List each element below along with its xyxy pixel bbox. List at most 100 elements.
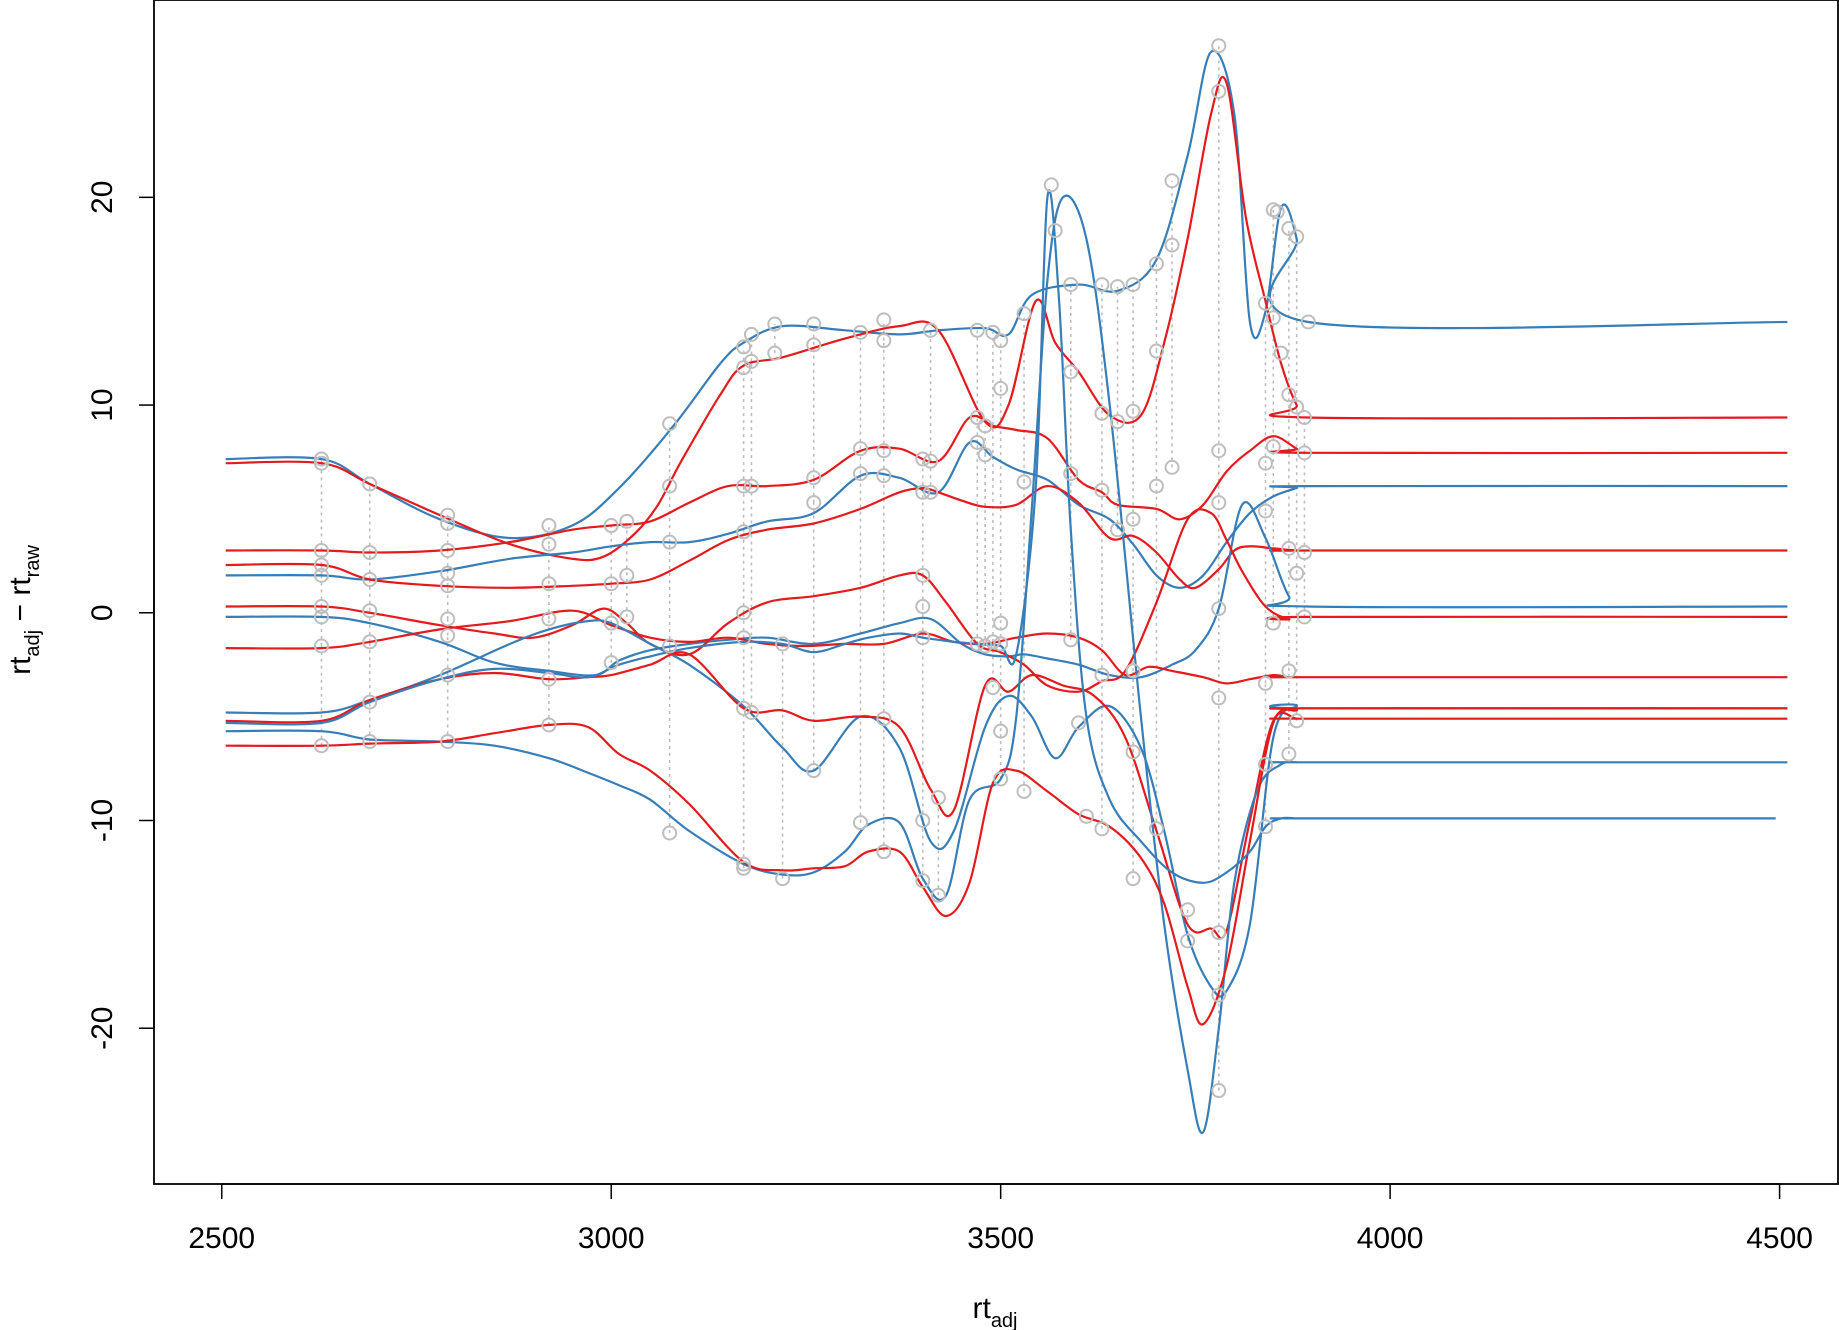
data-point (603, 576, 619, 592)
data-point (993, 723, 1009, 739)
data-point (993, 615, 1009, 631)
data-point (1094, 277, 1110, 293)
data-point (662, 478, 678, 494)
data-point (1211, 495, 1227, 511)
data-point (362, 734, 378, 750)
data-point (1258, 819, 1274, 835)
data-point (1211, 925, 1227, 941)
data-point (362, 694, 378, 710)
data-point (930, 790, 946, 806)
data-point (1016, 474, 1032, 490)
data-point (1296, 445, 1312, 461)
data-point (743, 478, 759, 494)
data-point (977, 638, 993, 654)
data-point (1269, 204, 1285, 220)
data-point (923, 484, 939, 500)
data-point (1296, 410, 1312, 426)
data-point (1164, 459, 1180, 475)
data-point (1258, 455, 1274, 471)
data-point (736, 524, 752, 540)
data-point (1078, 808, 1094, 824)
data-point (736, 478, 752, 494)
data-point (969, 410, 985, 426)
data-point (1211, 690, 1227, 706)
data-point (313, 738, 329, 754)
data-point (313, 542, 329, 558)
data-point (985, 680, 1001, 696)
data-point (1125, 663, 1141, 679)
data-point (767, 316, 783, 332)
series-line-10 (225, 651, 1788, 940)
data-point (736, 605, 752, 621)
data-point (1281, 746, 1297, 762)
y-axis-title-a-main: rt (4, 656, 37, 675)
data-point (662, 534, 678, 550)
data-point (876, 443, 892, 459)
x-axis-title-main: rt (972, 1292, 991, 1325)
data-point (1125, 871, 1141, 887)
data-point (440, 578, 456, 594)
series-line-5 (225, 484, 1788, 590)
data-point (1047, 223, 1063, 239)
data-point (1125, 277, 1141, 293)
data-point (662, 638, 678, 654)
data-point (930, 887, 946, 903)
data-point (876, 711, 892, 727)
data-point (969, 636, 985, 652)
data-point (1016, 783, 1032, 799)
x-tick-label: 3000 (578, 1222, 645, 1255)
data-point (541, 671, 557, 687)
series-line-1 (225, 49, 1788, 540)
data-point (915, 484, 931, 500)
data-point (1300, 314, 1316, 330)
y-axis: -20 -10 0 10 20 (86, 181, 155, 1050)
data-point (313, 638, 329, 654)
data-point (1148, 256, 1164, 272)
data-point (1094, 482, 1110, 498)
x-tick-label: 2500 (188, 1222, 255, 1255)
data-point (736, 630, 752, 646)
series-line-6 (225, 501, 1788, 679)
data-point (1063, 364, 1079, 380)
data-point (1063, 277, 1079, 293)
data-point (440, 611, 456, 627)
data-point (767, 345, 783, 361)
data-point (1148, 343, 1164, 359)
data-point (541, 576, 557, 592)
data-point (1110, 279, 1126, 295)
data-point (362, 603, 378, 619)
data-point (541, 611, 557, 627)
data-point (362, 545, 378, 561)
data-point (876, 333, 892, 349)
data-point (1148, 821, 1164, 837)
data-point (662, 825, 678, 841)
data-point (541, 536, 557, 552)
data-point (440, 628, 456, 644)
data-point (876, 312, 892, 328)
data-point (806, 495, 822, 511)
data-point (1296, 545, 1312, 561)
data-point (362, 634, 378, 650)
y-tick-label: 10 (86, 388, 119, 421)
data-point (993, 333, 1009, 349)
data-point (1180, 902, 1196, 918)
data-point (806, 337, 822, 353)
data-point (923, 453, 939, 469)
y-tick-label: 20 (86, 181, 119, 214)
data-point (1043, 177, 1059, 193)
data-point (1258, 756, 1274, 772)
data-point (993, 771, 1009, 787)
data-point (1211, 83, 1227, 99)
x-tick-label: 4000 (1357, 1222, 1424, 1255)
data-point (806, 470, 822, 486)
data-point (1289, 713, 1305, 729)
data-point (362, 476, 378, 492)
series-line-4 (225, 440, 1788, 589)
data-point (985, 634, 1001, 650)
data-point (1273, 345, 1289, 361)
data-point (1211, 38, 1227, 54)
data-point (313, 455, 329, 471)
data-point (1289, 565, 1305, 581)
data-point (775, 871, 791, 887)
